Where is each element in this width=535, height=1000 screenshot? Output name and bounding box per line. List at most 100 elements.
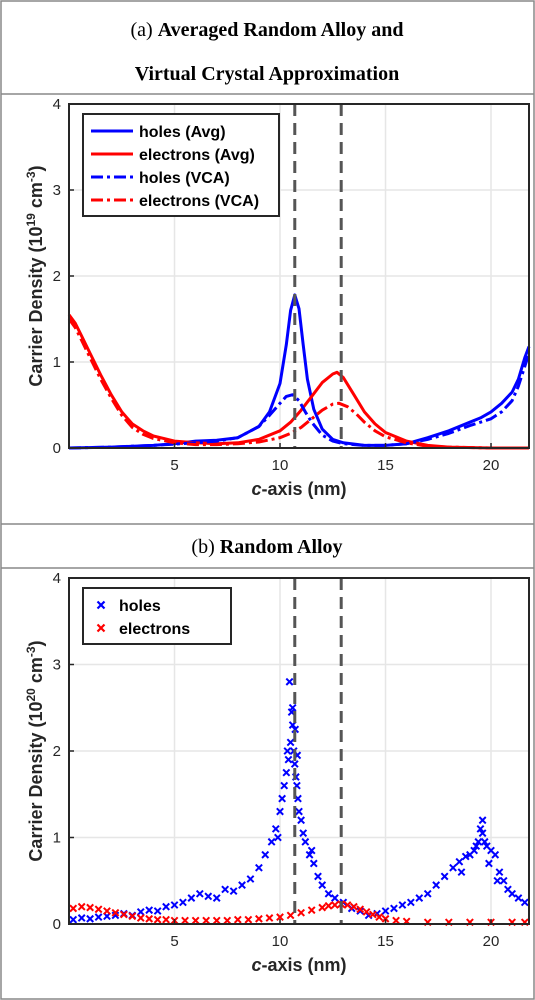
chart-a-series-3 <box>67 318 529 450</box>
chart-b-s0-point-81 <box>288 703 297 712</box>
chart-b-s0-point-13 <box>179 898 187 907</box>
chart-b-reference-lines <box>293 578 343 924</box>
chart-b-ytick-label-3: 3 <box>53 657 61 674</box>
panel-a-title-bold-2: Virtual Crystal Approximation <box>135 63 399 85</box>
chart-a-ylabel: Carrier Density (1019 cm-3) <box>24 165 46 386</box>
chart-b-s1-point-30 <box>343 901 352 909</box>
chart-a-legend-label-0: holes (Avg) <box>139 124 226 141</box>
chart-b-ylabel-base: Carrier Density (10 <box>26 701 46 861</box>
chart-a-series-1 <box>67 313 529 450</box>
chart-b-s1-point-23 <box>286 911 295 920</box>
chart-b-s0-point-87 <box>478 816 487 825</box>
chart-a-ticks: 5 10 15 20 0 1 2 3 4 <box>53 96 500 474</box>
chart-b-s0-point-77 <box>508 889 517 898</box>
chart-a-ytick-label-0: 0 <box>53 440 61 457</box>
chart-b-xlabel: c-axis (nm) <box>251 955 346 975</box>
chart-b-ytick-label-2: 2 <box>53 743 61 760</box>
chart-b-s0-point-82 <box>291 725 300 734</box>
chart-b-s1-point-11 <box>162 915 170 924</box>
chart-b-s1-point-17 <box>223 916 232 925</box>
panel-b-prefix: (b) <box>191 536 214 558</box>
chart-b-s0-point-19 <box>229 887 238 896</box>
chart-b-s1-point-2 <box>86 903 95 912</box>
chart-b-series <box>69 677 529 927</box>
chart-b-s1-point-25 <box>307 906 316 915</box>
chart-b-s0-point-89 <box>485 859 493 868</box>
chart-a-legend-label-1: electrons (Avg) <box>139 147 255 164</box>
chart-b-s1-point-6 <box>119 910 128 919</box>
chart-b-xlabel-italic: c <box>251 955 261 975</box>
chart-a-ylabel-unit: cm <box>26 182 46 213</box>
chart-b-s1-point-4 <box>103 907 111 915</box>
chart-b-s0-point-61 <box>440 872 449 881</box>
chart-b-s0-point-1 <box>77 914 86 922</box>
chart-b-s0-point-88 <box>472 842 481 851</box>
chart-b-s1-point-3 <box>94 905 103 914</box>
chart-b-s0-point-2 <box>86 914 95 923</box>
chart-b-s0-point-16 <box>204 892 213 901</box>
chart-b-ylabel-close: ) <box>26 640 46 646</box>
chart-b-s0-point-80 <box>285 677 294 686</box>
chart-b-s1-point-37 <box>392 916 400 925</box>
chart-b-s0-point-25 <box>271 824 280 833</box>
chart-b-s0-point-23 <box>261 850 270 859</box>
chart-b-ylabel-unit-exp: -3 <box>24 646 38 657</box>
chart-b-s0-point-73 <box>491 850 500 859</box>
chart-b-s0-point-58 <box>415 894 424 902</box>
chart-b-s1-point-31 <box>349 902 358 911</box>
chart-b-s0-point-67 <box>474 837 483 846</box>
chart-b-s0-point-48 <box>330 894 339 902</box>
chart-b-s0-point-29 <box>282 768 291 777</box>
chart-a-series-0 <box>68 293 531 450</box>
chart-b-s0-point-69 <box>478 829 487 838</box>
chart-b-s0-point-14 <box>187 894 196 902</box>
chart-b-s0-point-35 <box>290 760 299 768</box>
chart-b-s0-point-31 <box>286 738 295 747</box>
chart-a-xtick-label-15: 15 <box>377 457 394 474</box>
chart-b-s0-point-30 <box>284 755 293 764</box>
chart-b-s0-point-17 <box>212 894 221 902</box>
chart-b-s1-point-7 <box>128 912 137 921</box>
chart-b-s0-point-26 <box>276 807 284 816</box>
chart-b-legend-swatch-1 <box>96 623 106 633</box>
chart-b-s1-point-19 <box>244 915 253 924</box>
chart-b-s1-point-0 <box>69 904 78 913</box>
chart-b-s0-point-8 <box>136 907 145 916</box>
chart-b-s0-point-85 <box>307 846 316 855</box>
chart-b-s1-point-13 <box>181 916 189 925</box>
chart-b-s0-point-10 <box>153 907 162 915</box>
chart-b-s0-point-27 <box>278 794 287 803</box>
chart-a-ytick-label-3: 3 <box>53 182 61 199</box>
chart-b-s1-point-15 <box>202 916 211 925</box>
chart-b-xtick-label-15: 15 <box>377 933 394 950</box>
panel-a-title-line1: (a) Averaged Random Alloy and <box>131 19 404 41</box>
chart-b-s1-point-18 <box>233 915 242 924</box>
chart-b-s1-point-14 <box>191 916 200 925</box>
chart-b-s0-point-59 <box>423 889 432 898</box>
chart-b-s0-point-78 <box>514 894 523 902</box>
chart-b-s0-point-66 <box>470 846 479 855</box>
chart-b-s0-point-21 <box>246 875 255 883</box>
panel-a-title-line2: Virtual Crystal Approximation <box>135 63 399 85</box>
chart-b-s0-point-20 <box>238 881 246 889</box>
chart-a-xtick-label-20: 20 <box>483 457 500 474</box>
chart-b-s0-point-15 <box>195 889 204 898</box>
chart-b-s0-point-55 <box>390 904 398 913</box>
chart-b-s0-point-47 <box>324 889 333 898</box>
chart-b-s0-point-64 <box>461 852 470 861</box>
chart-a-ytick-label-1: 1 <box>53 354 61 371</box>
chart-b-s1-point-26 <box>318 903 327 912</box>
chart-a-ylabel-exp: 19 <box>24 213 38 227</box>
chart-b-s0-point-62 <box>449 863 457 872</box>
chart-b-legend-label-1: electrons <box>119 621 190 638</box>
chart-b-s1-point-20 <box>255 914 263 923</box>
chart-a-series-2 <box>68 352 531 450</box>
chart-b-s0-point-5 <box>111 911 120 920</box>
chart-b-s0-point-51 <box>356 907 365 915</box>
chart-b-s0-point-42 <box>301 837 310 846</box>
panel-b-title: (b) Random Alloy <box>191 536 342 558</box>
chart-b-legend-swatch-0 <box>96 600 106 610</box>
chart-b-s0-point-91 <box>493 876 502 885</box>
chart-b-s0-point-45 <box>314 872 322 881</box>
